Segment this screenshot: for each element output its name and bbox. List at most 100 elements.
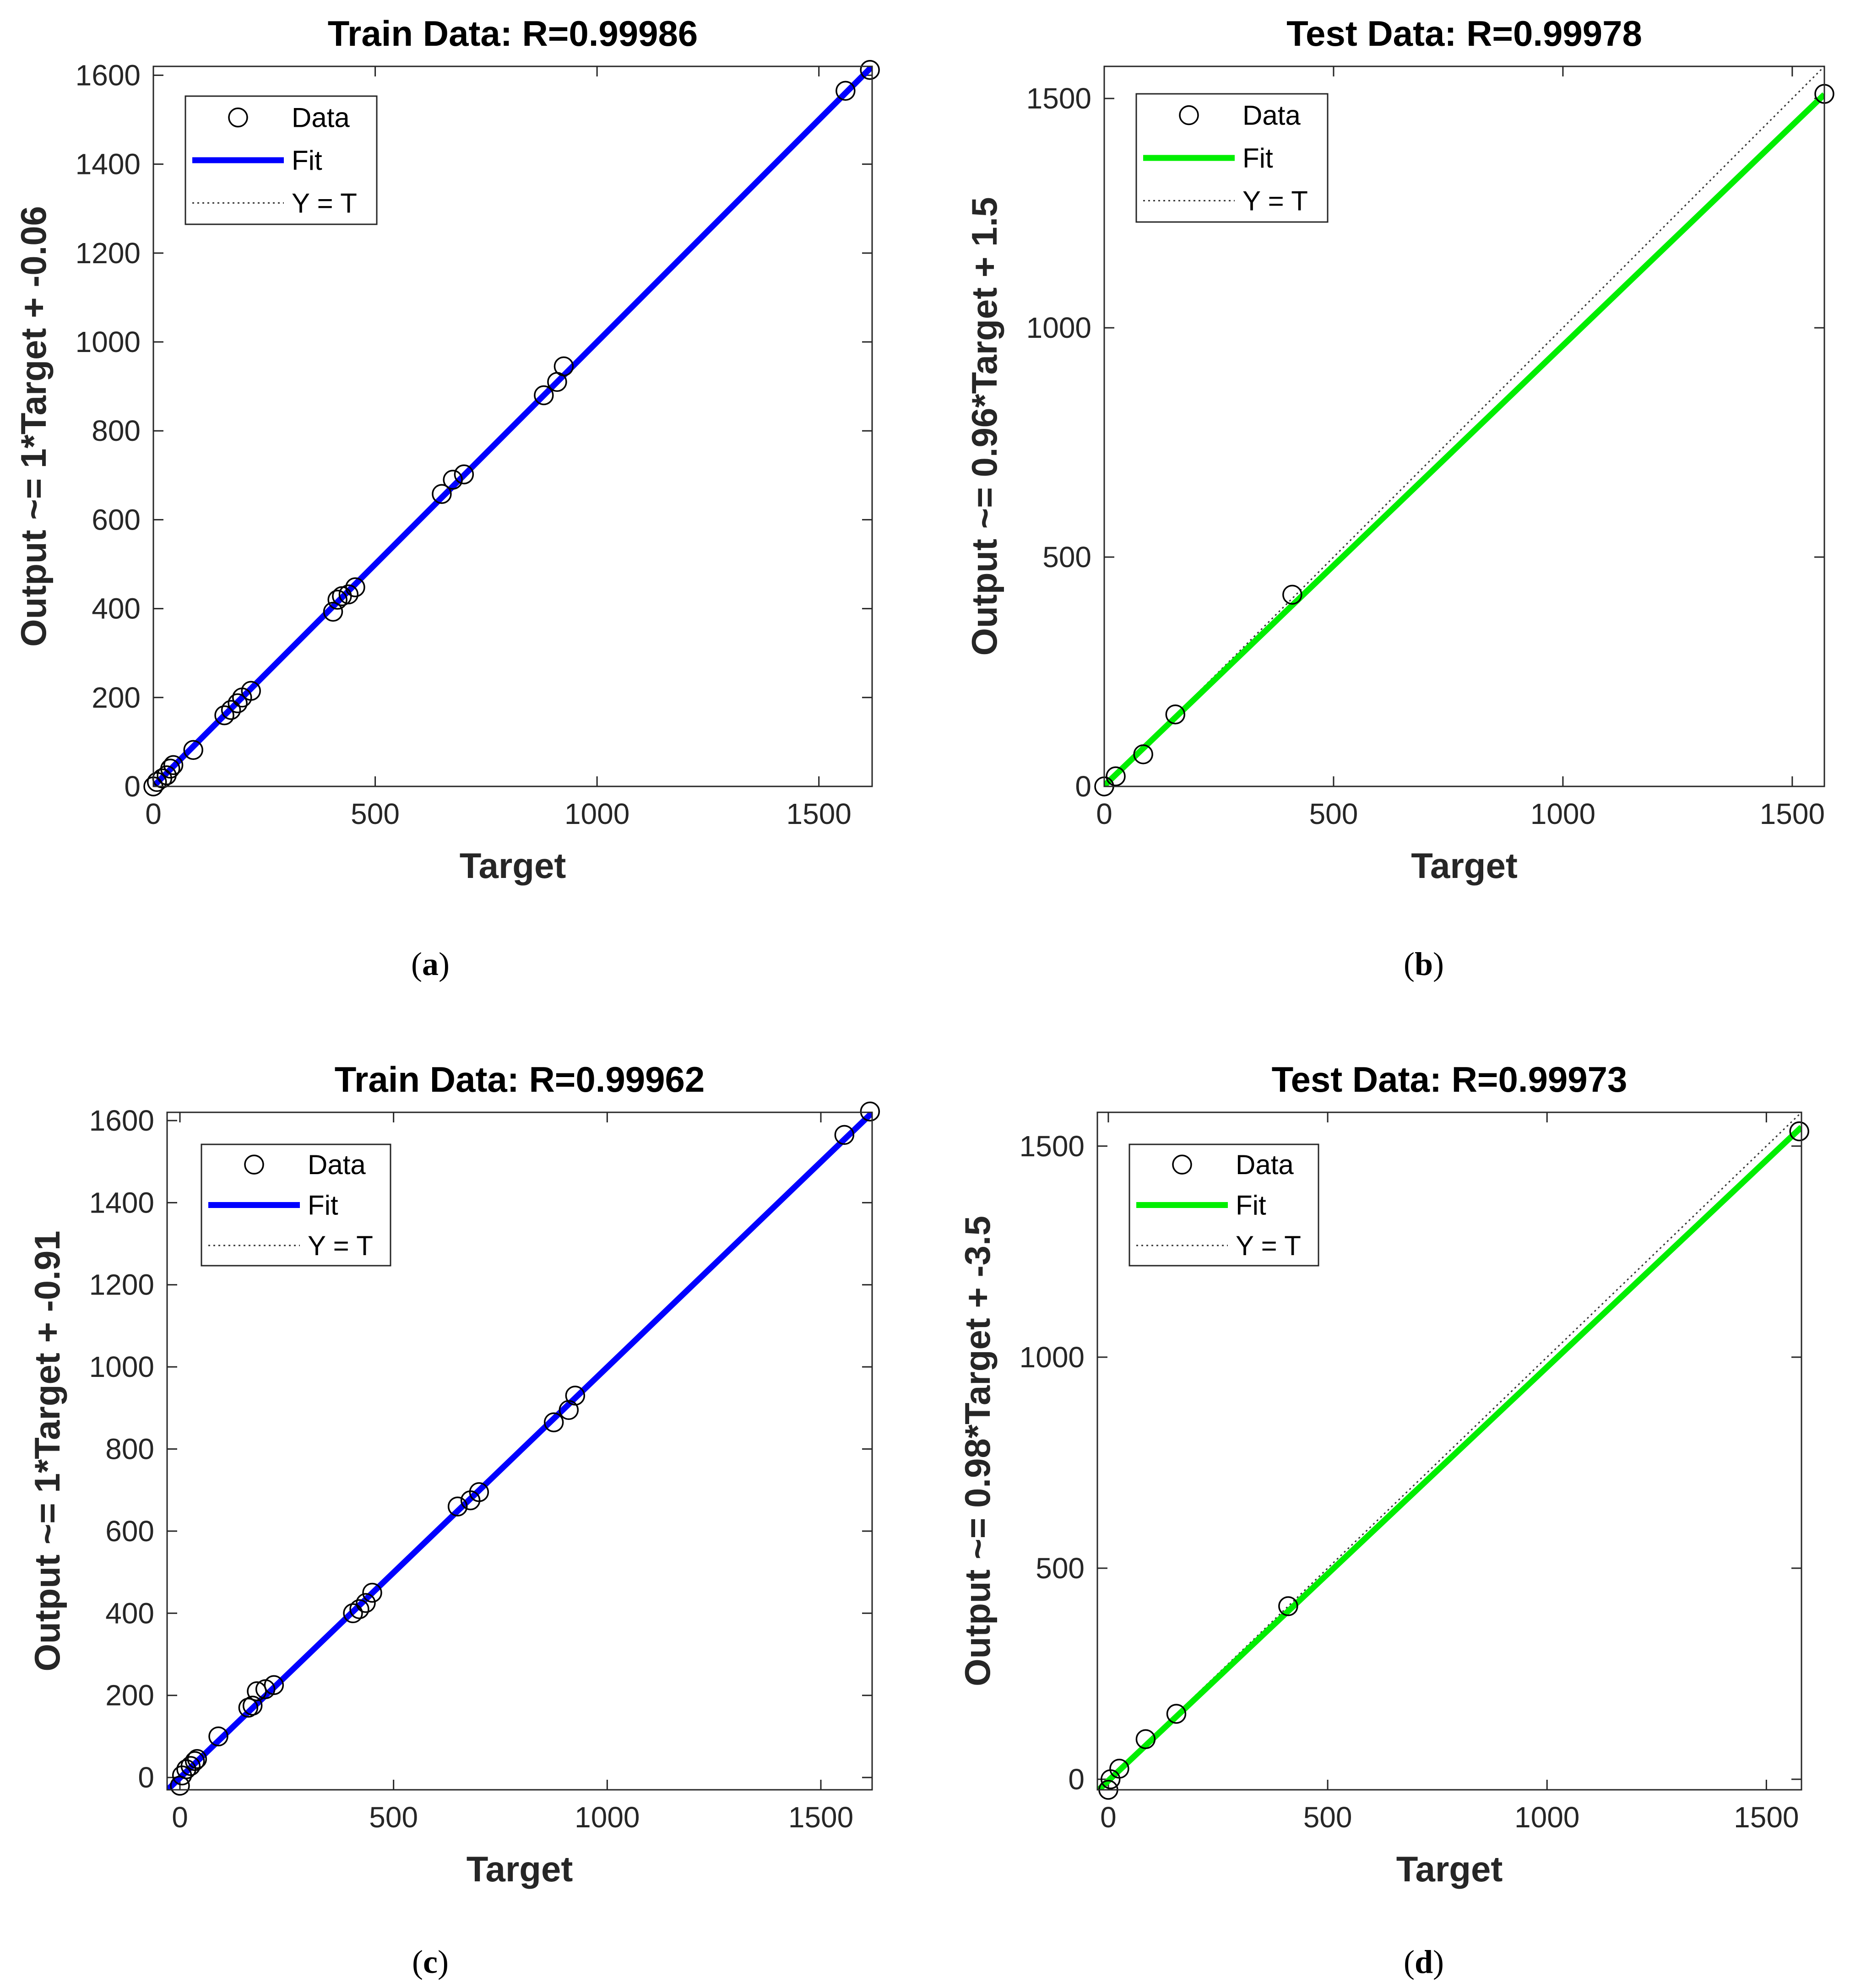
panel-label: (b) bbox=[1404, 946, 1444, 982]
fit-line bbox=[153, 66, 872, 786]
y-tick-label: 1600 bbox=[89, 1104, 154, 1137]
legend-ref-label: Y = T bbox=[292, 188, 357, 218]
x-axis-label: Target bbox=[467, 1849, 573, 1889]
legend-data-label: Data bbox=[1236, 1149, 1294, 1180]
data-point bbox=[1133, 744, 1153, 764]
plot-lines bbox=[1097, 1112, 1801, 1790]
y-tick-label: 800 bbox=[105, 1433, 154, 1466]
data-point bbox=[447, 1496, 468, 1517]
x-tick-label: 0 bbox=[172, 1801, 188, 1834]
y-tick-label: 0 bbox=[124, 770, 141, 803]
data-point bbox=[214, 705, 234, 726]
y-tick-label: 1200 bbox=[76, 237, 141, 270]
x-tick-label: 500 bbox=[1309, 797, 1358, 830]
legend-fit-label: Fit bbox=[1236, 1190, 1266, 1221]
data-point bbox=[221, 700, 241, 720]
data-point bbox=[323, 601, 343, 622]
data-point bbox=[454, 464, 474, 485]
chart-title: Test Data: R=0.99978 bbox=[1286, 13, 1642, 54]
x-tick-label: 0 bbox=[1100, 1801, 1117, 1834]
chart-panel-a: 0 500 1000 1500 0 200 400 600 800 1000 1200 1400 160… bbox=[13, 13, 880, 982]
data-point bbox=[180, 1756, 201, 1776]
y-equals-t-line bbox=[1104, 66, 1824, 786]
data-point bbox=[238, 1697, 259, 1718]
x-tick-label: 1000 bbox=[1514, 1801, 1579, 1834]
legend-fit-label: Fit bbox=[292, 145, 322, 176]
legend-ref-label: Y = T bbox=[1242, 185, 1308, 216]
y-tick-label: 1500 bbox=[1020, 1130, 1085, 1163]
data-point bbox=[1109, 1759, 1129, 1779]
chart-panel-b: 0 500 1000 1500 0 500 1000 1500 Test Data: R=0.9… bbox=[964, 13, 1834, 982]
x-tick-label: 1500 bbox=[787, 797, 852, 830]
data-point bbox=[241, 681, 261, 701]
y-tick-label: 600 bbox=[105, 1515, 154, 1548]
x-tick-label: 1500 bbox=[788, 1801, 853, 1834]
chart-title: Train Data: R=0.99962 bbox=[335, 1059, 705, 1100]
data-point bbox=[183, 740, 203, 760]
x-axis-label: Target bbox=[460, 845, 566, 886]
data-point bbox=[1278, 1596, 1298, 1616]
legend: Data Fit Y = T bbox=[1135, 93, 1329, 223]
data-point bbox=[543, 1412, 564, 1432]
y-tick-label: 500 bbox=[1042, 541, 1091, 574]
data-point bbox=[327, 590, 347, 610]
panel-label: (d) bbox=[1404, 1944, 1444, 1980]
data-point bbox=[559, 1400, 579, 1420]
y-tick-label: 1000 bbox=[1020, 1341, 1085, 1374]
data-point bbox=[469, 1482, 489, 1502]
data-point bbox=[1282, 585, 1302, 605]
y-tick-label: 1000 bbox=[89, 1350, 154, 1383]
legend: Data Fit Y = T bbox=[1128, 1143, 1319, 1267]
axes-box bbox=[152, 65, 873, 787]
axes-box bbox=[1096, 1111, 1802, 1791]
data-point bbox=[160, 758, 180, 779]
y-tick-label: 1500 bbox=[1026, 82, 1091, 115]
y-tick-label: 1400 bbox=[76, 148, 141, 181]
data-point bbox=[534, 385, 554, 406]
y-axis-label: Output ~= 0.96*Target + 1.5 bbox=[964, 197, 1004, 655]
data-point bbox=[208, 1726, 228, 1747]
y-tick-label: 0 bbox=[1068, 1763, 1085, 1796]
y-tick-label: 400 bbox=[105, 1597, 154, 1630]
y-tick-label: 1000 bbox=[76, 325, 141, 358]
data-point bbox=[860, 60, 880, 80]
y-tick-label: 400 bbox=[92, 592, 141, 625]
y-tick-label: 1200 bbox=[89, 1268, 154, 1301]
data-point bbox=[228, 693, 248, 714]
x-tick-label: 1500 bbox=[1760, 797, 1825, 830]
y-tick-label: 0 bbox=[1075, 770, 1091, 803]
data-point bbox=[362, 1582, 382, 1603]
legend: Data Fit Y = T bbox=[201, 1143, 391, 1267]
chart-panel-d: 0 500 1000 1500 0 500 1000 1500 Test Data: R=0.9… bbox=[957, 1059, 1809, 1980]
fit-line bbox=[1097, 1125, 1801, 1790]
x-tick-label: 500 bbox=[369, 1801, 418, 1834]
x-tick-label: 0 bbox=[1096, 797, 1112, 830]
x-axis-label: Target bbox=[1396, 1849, 1503, 1889]
legend-data-marker bbox=[1172, 1154, 1192, 1175]
x-tick-label: 1500 bbox=[1734, 1801, 1799, 1834]
plot-lines bbox=[1104, 66, 1824, 786]
legend-data-label: Data bbox=[308, 1149, 366, 1180]
data-point bbox=[242, 1695, 263, 1716]
data-point bbox=[338, 584, 359, 605]
data-point bbox=[1106, 766, 1126, 786]
data-point bbox=[834, 1125, 855, 1145]
data-point bbox=[1166, 1704, 1187, 1724]
y-axis-label: Output ~= 0.98*Target + -3.5 bbox=[957, 1216, 998, 1686]
data-point bbox=[264, 1675, 284, 1695]
x-axis-label: Target bbox=[1411, 845, 1518, 886]
data-point bbox=[443, 470, 463, 490]
data-point bbox=[553, 356, 574, 377]
plot-lines bbox=[153, 66, 872, 786]
legend-fit-label: Fit bbox=[1242, 143, 1273, 173]
y-tick-label: 200 bbox=[105, 1679, 154, 1712]
axes-box bbox=[1103, 65, 1825, 787]
legend-ref-label: Y = T bbox=[308, 1230, 373, 1261]
legend-data-label: Data bbox=[292, 103, 350, 133]
x-tick-label: 1000 bbox=[1530, 797, 1595, 830]
chart-title: Train Data: R=0.99986 bbox=[328, 13, 698, 54]
chart-panel-c: 0 500 1000 1500 0 200 400 600 800 1000 1200 1400 160… bbox=[27, 1059, 880, 1980]
y-tick-label: 1600 bbox=[76, 59, 141, 92]
data-point bbox=[187, 1749, 207, 1769]
chart-title: Test Data: R=0.99973 bbox=[1272, 1059, 1628, 1100]
